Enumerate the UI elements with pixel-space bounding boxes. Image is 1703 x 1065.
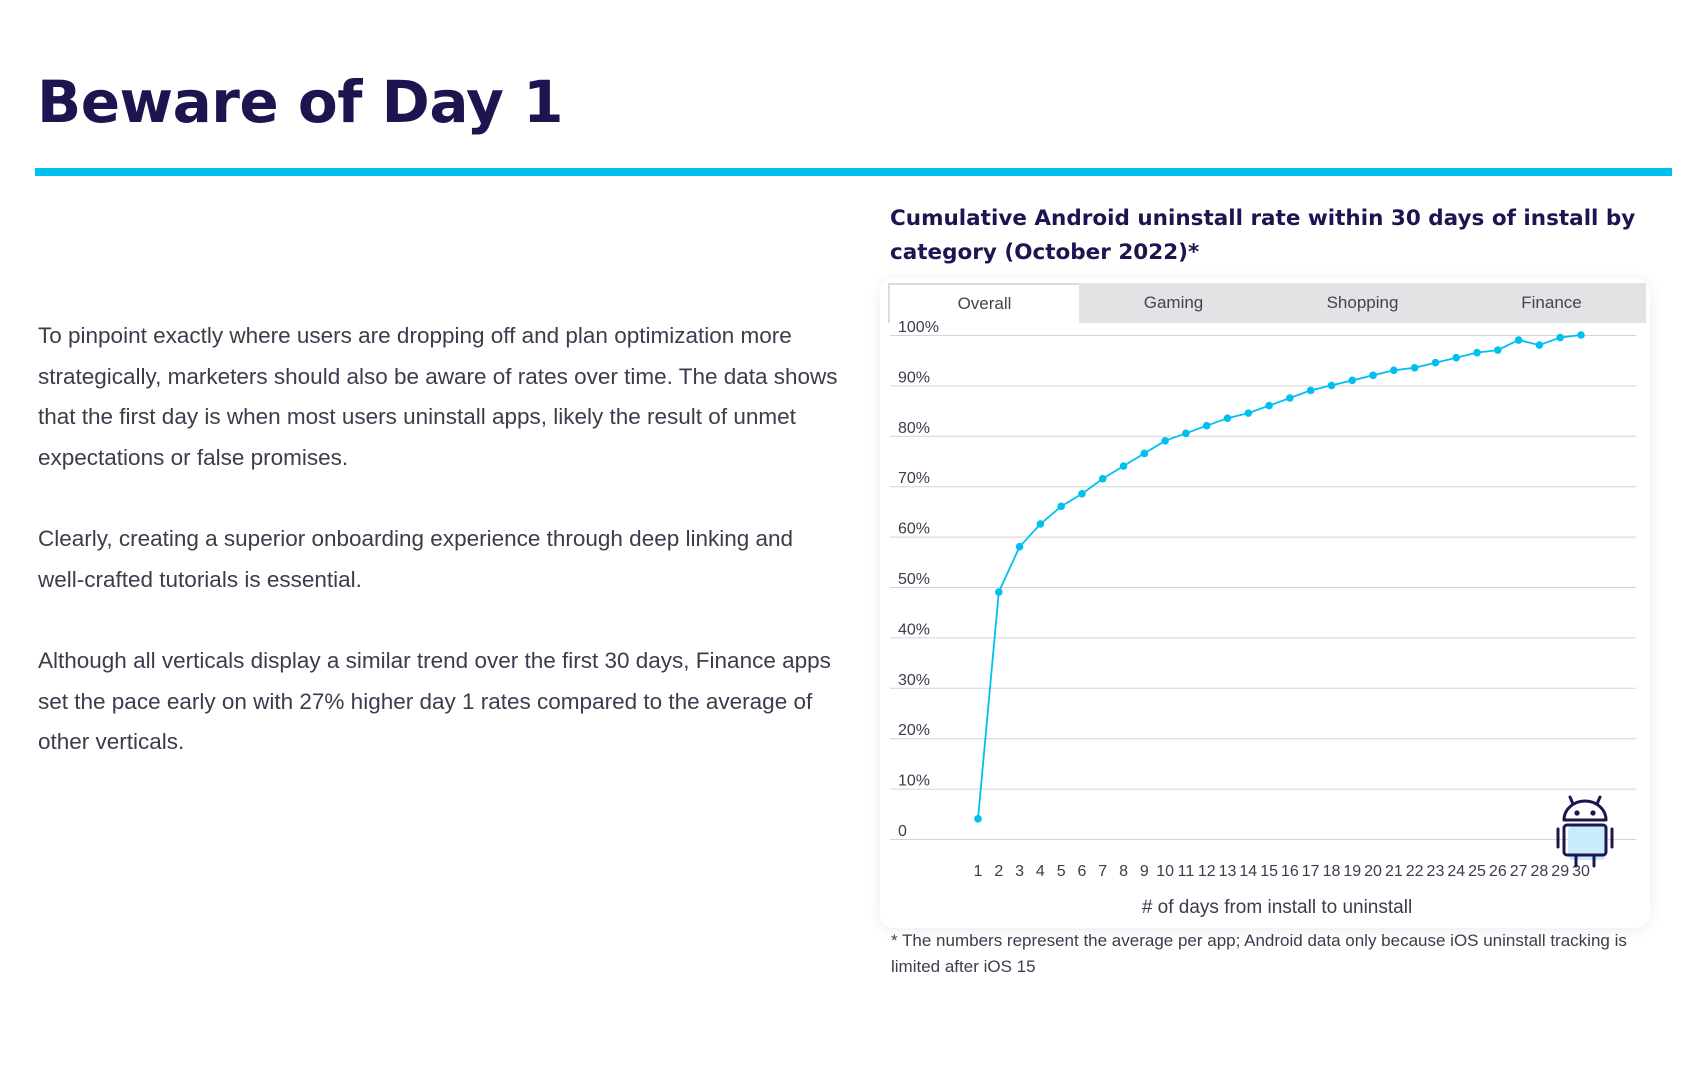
body-paragraph-1: To pinpoint exactly where users are drop… <box>38 323 838 470</box>
data-point <box>1535 341 1544 349</box>
data-point <box>1556 333 1565 342</box>
x-tick-label: 15 <box>1260 863 1278 880</box>
x-tick-label: 8 <box>1119 863 1128 880</box>
data-point <box>1306 386 1315 395</box>
page-title: Beware of Day 1 <box>37 68 564 136</box>
y-tick-label: 40% <box>898 621 930 638</box>
data-point <box>1577 331 1585 339</box>
data-point <box>1078 489 1086 498</box>
series-line <box>977 334 1582 819</box>
x-tick-label: 20 <box>1364 863 1382 880</box>
x-tick-label: 5 <box>1057 863 1066 880</box>
data-point <box>1514 336 1523 344</box>
x-tick-label: 3 <box>1015 863 1024 880</box>
data-point <box>1202 421 1211 430</box>
data-point <box>1119 462 1128 470</box>
x-tick-label: 9 <box>1140 863 1149 880</box>
data-point <box>1140 449 1149 458</box>
x-tick-label: 27 <box>1510 863 1528 880</box>
data-point <box>1390 366 1398 375</box>
y-tick-label: 70% <box>898 470 930 487</box>
tab-shopping[interactable]: Shopping <box>1326 293 1399 312</box>
series-points <box>974 331 1585 823</box>
x-tick-label: 18 <box>1323 863 1341 880</box>
data-point <box>1369 371 1377 380</box>
data-point <box>1410 363 1419 372</box>
x-axis-ticks: 1 2 3 4 5 6 7 8 9 10 11 12 13 14 15 16 17 18 19 20 21 22 23 24 2… <box>974 863 1590 880</box>
x-tick-label: 14 <box>1239 863 1257 880</box>
x-tick-label: 1 <box>974 863 983 880</box>
data-point <box>1182 429 1190 438</box>
x-tick-label: 16 <box>1281 863 1299 880</box>
data-point <box>1494 346 1502 354</box>
x-tick-label: 23 <box>1427 863 1445 880</box>
y-tick-label: 20% <box>898 722 930 739</box>
data-point <box>1057 502 1065 511</box>
data-point <box>1161 437 1169 445</box>
x-tick-label: 6 <box>1078 863 1087 880</box>
data-point <box>1244 409 1253 417</box>
x-tick-label: 17 <box>1302 863 1320 880</box>
x-tick-label: 12 <box>1198 863 1216 880</box>
chart-title: Cumulative Android uninstall rate within… <box>890 206 1636 265</box>
data-point <box>1348 376 1357 385</box>
tab-finance[interactable]: Finance <box>1521 293 1582 312</box>
y-tick-label: 90% <box>898 369 930 386</box>
y-axis-ticks: 0 10% 20% 30% 40% 50% 60% 70% 80% 90% 100% <box>898 319 939 840</box>
y-tick-label: 10% <box>898 773 930 790</box>
x-tick-label: 2 <box>994 863 1003 880</box>
tab-overall[interactable]: Overall <box>888 283 1079 323</box>
x-tick-label: 28 <box>1531 863 1549 880</box>
category-tabs: Overall Gaming Shopping Finance <box>888 283 1646 323</box>
x-tick-label: 19 <box>1343 863 1361 880</box>
data-point <box>1431 358 1440 367</box>
data-point <box>1036 520 1045 528</box>
x-tick-label: 24 <box>1447 863 1465 880</box>
data-point <box>1473 348 1481 357</box>
data-point <box>974 815 982 823</box>
body-paragraph-2: Clearly, creating a superior onboarding … <box>38 526 794 592</box>
x-tick-label: 13 <box>1219 863 1237 880</box>
x-tick-label: 22 <box>1406 863 1424 880</box>
x-tick-label: 7 <box>1098 863 1107 880</box>
x-tick-label: 10 <box>1156 863 1174 880</box>
x-tick-label: 26 <box>1489 863 1507 880</box>
y-tick-label: 0 <box>898 823 907 840</box>
grid-layer <box>890 335 1636 840</box>
android-icon <box>1556 795 1614 868</box>
data-point <box>1327 381 1336 390</box>
data-point <box>994 588 1003 596</box>
x-tick-label: 4 <box>1036 863 1045 880</box>
x-tick-label: 25 <box>1468 863 1486 880</box>
title-divider <box>35 168 1672 176</box>
data-point <box>1265 401 1273 410</box>
y-tick-label: 60% <box>898 521 930 538</box>
footnote: * The numbers represent the average per … <box>891 931 1627 976</box>
x-tick-label: 21 <box>1385 863 1403 880</box>
data-point <box>1286 394 1294 402</box>
tab-gaming[interactable]: Gaming <box>1143 293 1204 312</box>
data-point <box>1015 542 1024 551</box>
x-axis-label: # of days from install to uninstall <box>1142 897 1412 918</box>
data-point <box>1223 414 1232 422</box>
x-tick-label: 29 <box>1551 863 1569 880</box>
data-point <box>1098 474 1107 483</box>
y-tick-label: 80% <box>898 420 930 437</box>
y-tick-label: 50% <box>898 571 930 588</box>
body-text: To pinpoint exactly where users are drop… <box>38 316 838 804</box>
body-paragraph-3: Although all verticals display a similar… <box>38 648 831 754</box>
y-tick-label: 30% <box>898 672 930 689</box>
x-tick-label: 11 <box>1178 863 1195 880</box>
y-tick-label: 100% <box>898 319 939 336</box>
chart-card: Overall Gaming Shopping Finance 0 10% 20% 3… <box>880 278 1650 928</box>
data-point <box>1452 353 1461 362</box>
